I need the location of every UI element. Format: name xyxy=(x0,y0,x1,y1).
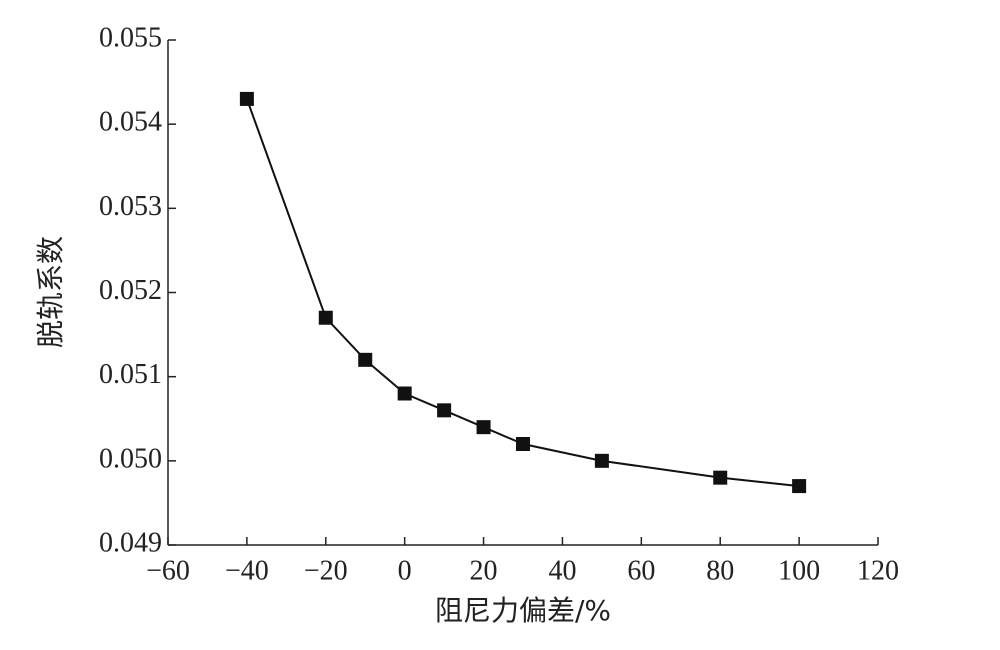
x-tick-label: 20 xyxy=(470,555,498,586)
x-tick-label: 60 xyxy=(627,555,655,586)
marker xyxy=(792,479,807,494)
y-tick-label: 0.049 xyxy=(99,527,162,558)
x-tick-label: −40 xyxy=(225,555,269,586)
marker xyxy=(437,403,452,418)
marker xyxy=(594,453,609,468)
x-tick-label: −20 xyxy=(304,555,348,586)
y-tick-label: 0.055 xyxy=(99,22,162,53)
marker xyxy=(239,91,254,106)
marker xyxy=(713,470,728,485)
y-axis-title: 脱轨系数 xyxy=(34,236,67,348)
line xyxy=(245,98,800,488)
y-tick-label: 0.051 xyxy=(99,359,162,390)
marker xyxy=(476,420,491,435)
marker xyxy=(397,386,412,401)
x-tick-label: 0 xyxy=(398,555,412,586)
x-tick-label: 120 xyxy=(857,555,899,586)
y-tick-label: 0.052 xyxy=(99,275,162,306)
marker xyxy=(358,352,373,367)
x-tick-label: 40 xyxy=(548,555,576,586)
marker xyxy=(318,310,333,325)
x-tick-label: 100 xyxy=(778,555,820,586)
y-tick-label: 0.053 xyxy=(99,191,162,222)
y-tick-label: 0.050 xyxy=(99,443,162,474)
x-axis-title: 阻尼力偏差/% xyxy=(435,594,611,627)
x-tick-label: 80 xyxy=(706,555,734,586)
x-tick-label: −60 xyxy=(146,555,190,586)
y-tick-label: 0.054 xyxy=(99,107,162,138)
marker xyxy=(516,437,530,451)
